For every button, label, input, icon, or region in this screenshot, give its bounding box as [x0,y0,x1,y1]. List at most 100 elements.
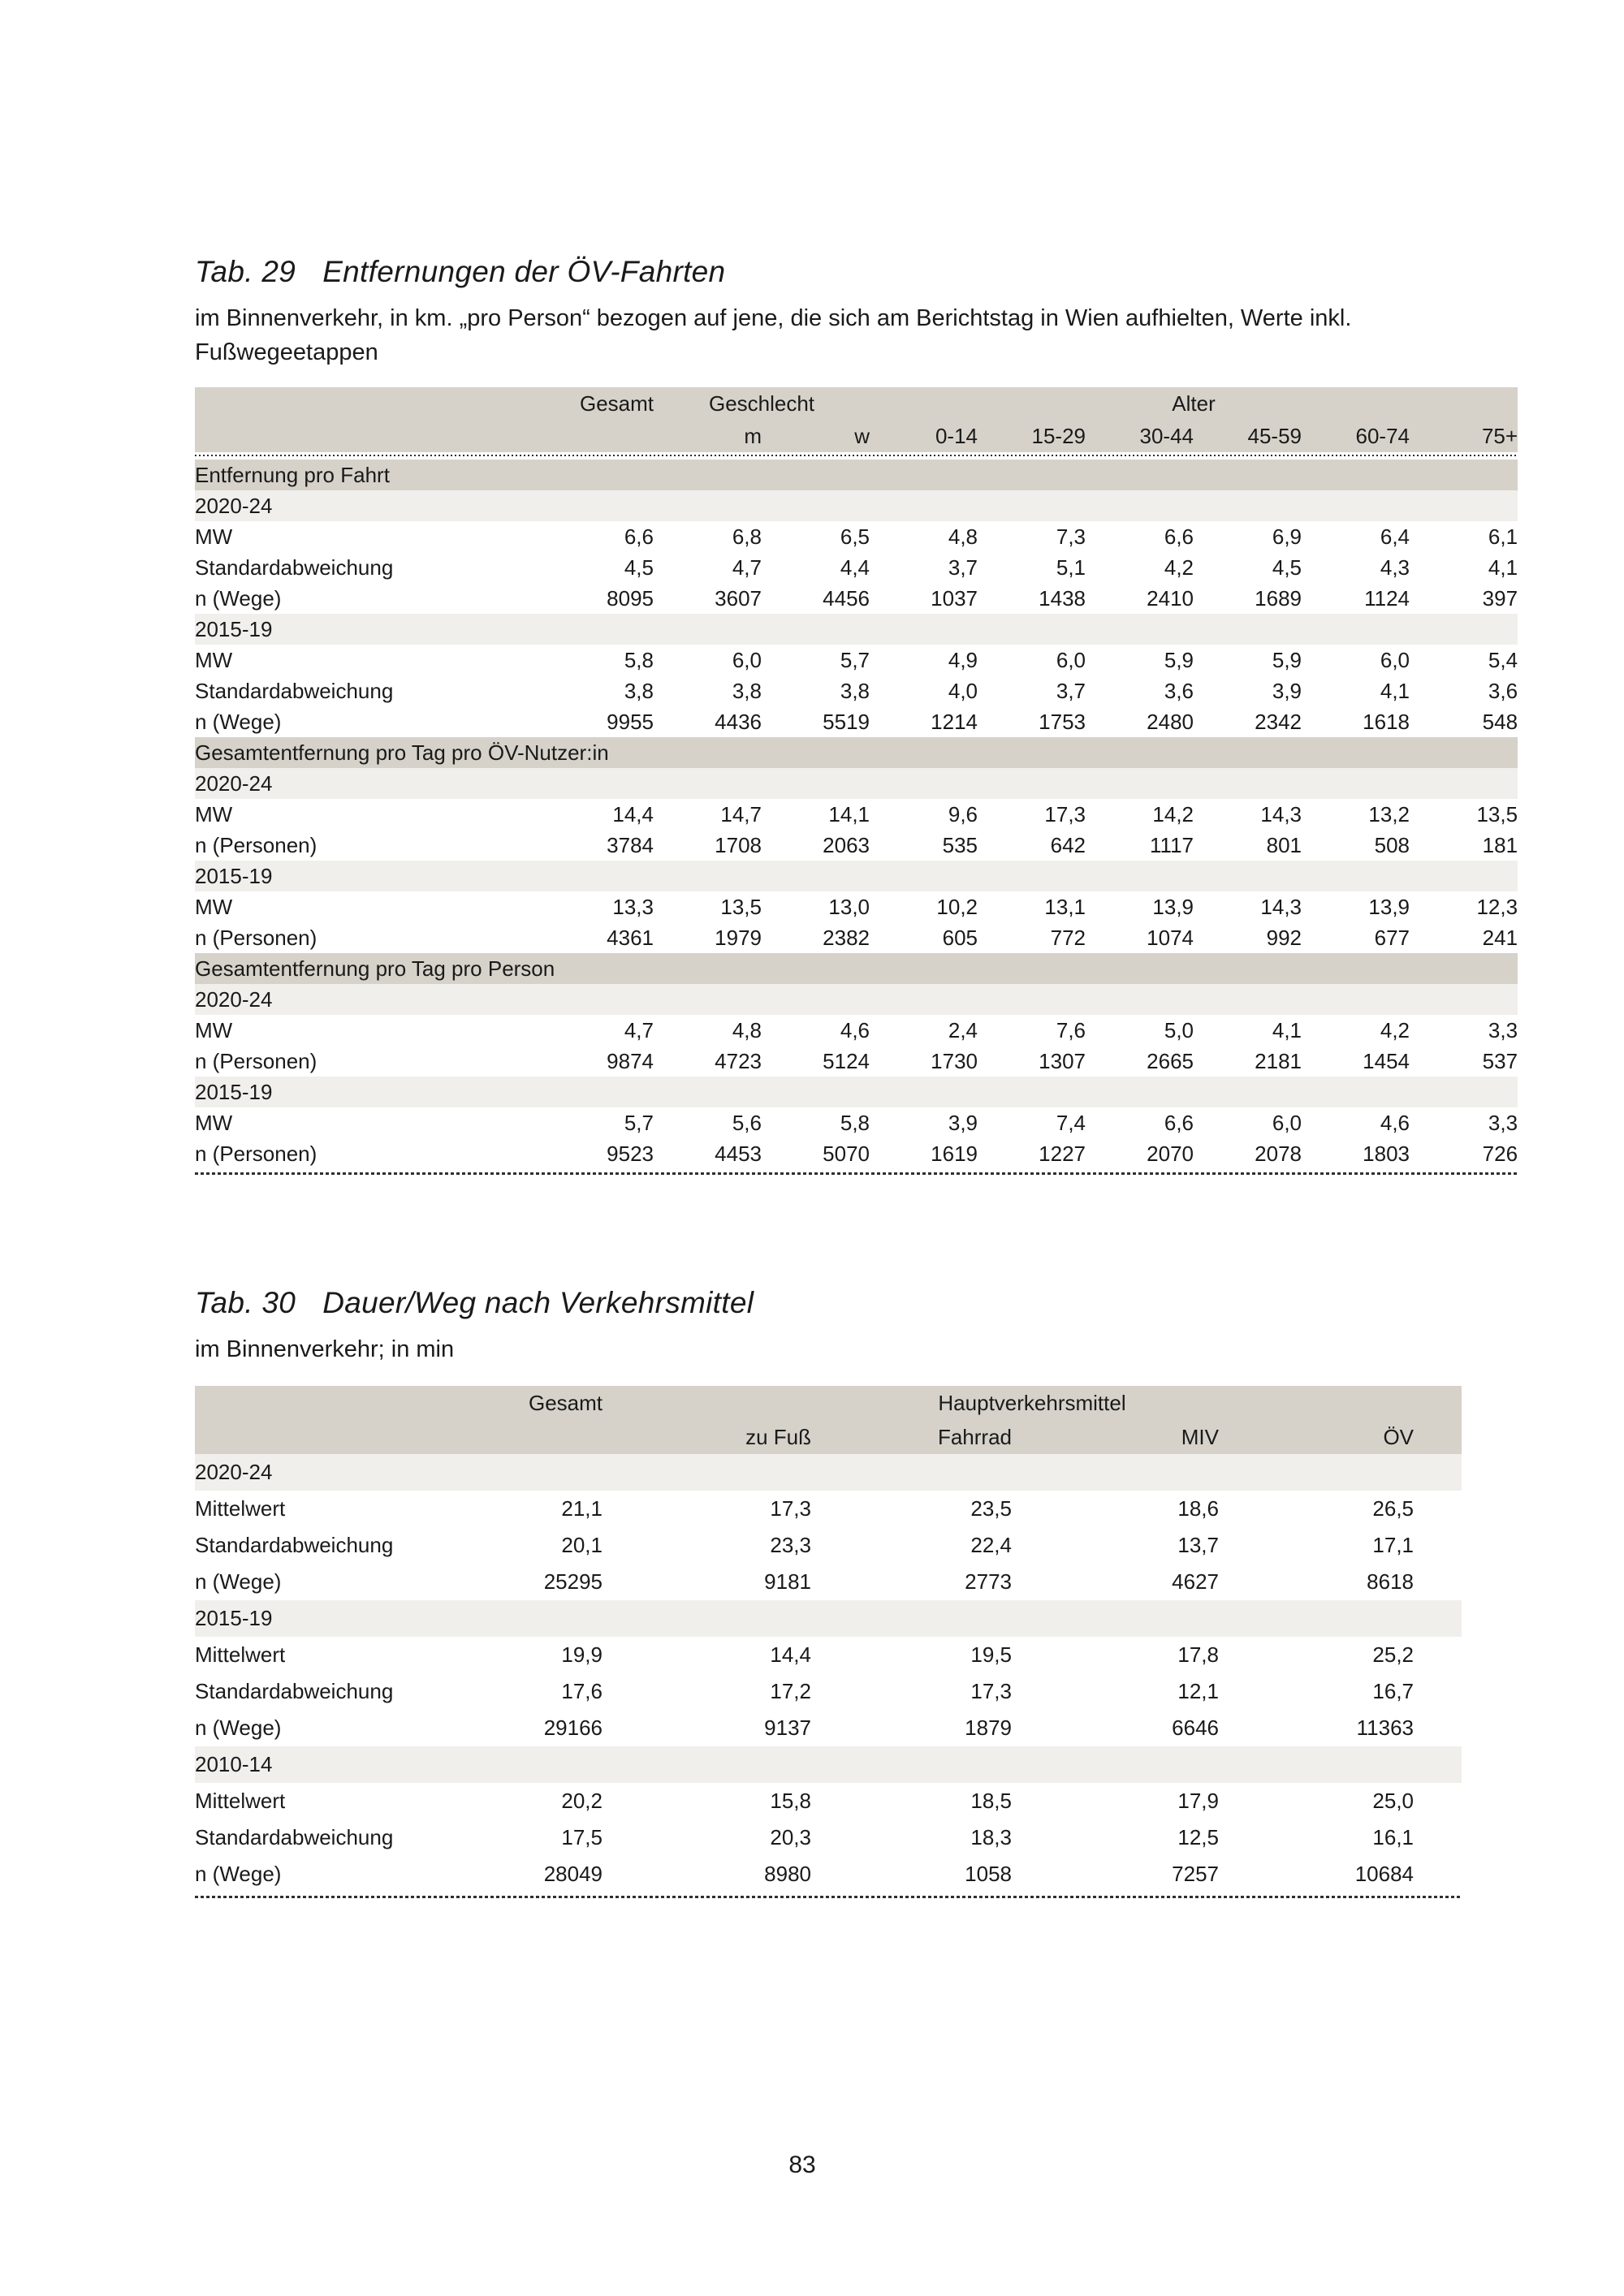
value-cell: 1730 [931,1048,978,1073]
divider-row [195,1169,1518,1177]
corner-cell [195,387,463,420]
value-cell: 23,3 [770,1533,811,1557]
tab29-subtitle: im Binnenverkehr, in km. „pro Person“ be… [195,301,1543,369]
value-cell: 21,1 [561,1496,603,1521]
value-cell: 4,5 [1272,555,1302,580]
value-cell: 3784 [607,832,654,857]
data-row: Standardabweichung 4,5 4,7 4,4 3,7 5,1 4,2 4,5 4… [195,552,1518,583]
row-label: n (Personen) [195,1048,317,1073]
year-label: 2020-24 [195,984,1518,1015]
value-cell: 16,7 [1372,1679,1415,1703]
row-label: Standardabweichung [195,1825,394,1849]
section-label: Gesamtentfernung pro Tag pro ÖV-Nutzer:i… [195,737,1518,768]
value-cell: 5519 [823,709,870,734]
value-cell: 2181 [1255,1048,1302,1073]
value-cell: 4,7 [732,555,762,580]
year-row: 2015-19 [195,1600,1462,1637]
value-cell: 12,3 [1476,894,1518,919]
value-cell: 4,4 [840,555,870,580]
value-cell: 14,4 [612,801,654,826]
value-cell: 1037 [931,585,978,611]
data-row: MW 4,7 4,8 4,6 2,4 7,6 5,0 4,1 4,2 3,3 [195,1015,1518,1046]
value-cell: 12,1 [1177,1679,1219,1703]
row-label: Mittelwert [195,1642,286,1667]
tab30-number-label: Tab. 30 [195,1286,296,1319]
value-cell: 6646 [1172,1716,1219,1740]
tab29-number-label: Tab. 29 [195,255,296,288]
value-cell: 4,6 [840,1017,870,1042]
tab30-table: Gesamt Hauptverkehrsmittel zu Fuß Fahrrad MI… [195,1386,1462,1901]
data-row: n (Wege) 25295 9181 2773 4627 8618 [195,1564,1462,1600]
value-cell: 1879 [965,1716,1012,1740]
value-cell: 13,5 [1476,801,1518,826]
dotted-divider [195,1892,1462,1901]
value-cell: 1074 [1147,925,1194,950]
column-header: 15-29 [978,420,1086,452]
row-label: n (Personen) [195,925,317,950]
value-cell: 8618 [1367,1569,1415,1594]
column-header: zu Fuß [603,1420,811,1454]
data-row: n (Wege) 29166 9137 1879 6646 11363 [195,1710,1462,1746]
value-cell: 1803 [1363,1141,1410,1166]
value-cell: 23,5 [970,1496,1012,1521]
data-row: n (Wege) 28049 8980 1058 7257 10684 [195,1856,1462,1892]
value-cell: 5124 [823,1048,870,1073]
year-row: 2020-24 [195,490,1518,521]
value-cell: 9955 [607,709,654,734]
value-cell: 1214 [931,709,978,734]
value-cell: 17,3 [770,1496,811,1521]
value-cell: 6,0 [732,647,762,672]
value-cell: 14,3 [1260,894,1302,919]
column-header: m [654,420,762,452]
value-cell: 13,9 [1368,894,1410,919]
value-cell: 548 [1482,709,1518,734]
value-cell: 801 [1266,832,1302,857]
value-cell: 1124 [1364,585,1410,611]
table-header: Gesamt Hauptverkehrsmittel zu Fuß Fahrrad MI… [195,1386,1462,1454]
value-cell: 6,8 [732,524,762,549]
value-cell: 26,5 [1372,1496,1415,1521]
value-cell: 17,8 [1177,1642,1219,1667]
year-row: 2010-14 [195,1746,1462,1783]
value-cell: 19,5 [970,1642,1012,1667]
value-cell: 10684 [1354,1862,1415,1886]
value-cell: 25,2 [1372,1642,1415,1667]
value-cell: 13,9 [1152,894,1194,919]
value-cell: 1618 [1363,709,1410,734]
column-group-header: Gesamt [394,1386,603,1420]
data-row: Mittelwert 21,1 17,3 23,5 18,6 26,5 [195,1491,1462,1527]
year-row: 2020-24 [195,768,1518,799]
value-cell: 7,3 [1056,524,1086,549]
row-label: MW [195,801,233,826]
section-row: Entfernung pro Fahrt [195,460,1518,490]
value-cell: 4456 [823,585,870,611]
tab29-table: Gesamt Geschlecht Alter m w 0-14 15-29 30-44 45-… [195,387,1518,1177]
column-header: 60-74 [1302,420,1410,452]
value-cell: 6,0 [1380,647,1410,672]
year-label: 2015-19 [195,861,1518,891]
value-cell: 4627 [1172,1569,1219,1594]
value-cell: 17,6 [561,1679,603,1703]
value-cell: 1227 [1039,1141,1086,1166]
value-cell: 3,8 [840,678,870,703]
value-cell: 17,9 [1177,1789,1219,1813]
column-group-row: Gesamt Hauptverkehrsmittel [195,1386,1462,1420]
year-row: 2015-19 [195,861,1518,891]
data-row: Mittelwert 19,9 14,4 19,5 17,8 25,2 [195,1637,1462,1673]
value-cell: 10,2 [936,894,978,919]
value-cell: 6,4 [1380,524,1410,549]
data-row: n (Personen) 9874 4723 5124 1730 1307 2665 2181… [195,1046,1518,1077]
value-cell: 13,1 [1044,894,1086,919]
value-cell: 7257 [1172,1862,1219,1886]
value-cell: 1689 [1255,585,1302,611]
tab29-heading-block: Tab. 29 Entfernungen der ÖV-Fahrten im Bi… [195,255,1543,369]
value-cell: 3,8 [624,678,654,703]
data-row: MW 5,8 6,0 5,7 4,9 6,0 5,9 5,9 6,0 5,4 [195,645,1518,675]
year-row: 2015-19 [195,614,1518,645]
value-cell: 20,3 [770,1825,811,1849]
value-cell: 4,8 [948,524,978,549]
value-cell: 4,3 [1380,555,1410,580]
value-cell: 4723 [715,1048,762,1073]
value-cell: 2382 [823,925,870,950]
